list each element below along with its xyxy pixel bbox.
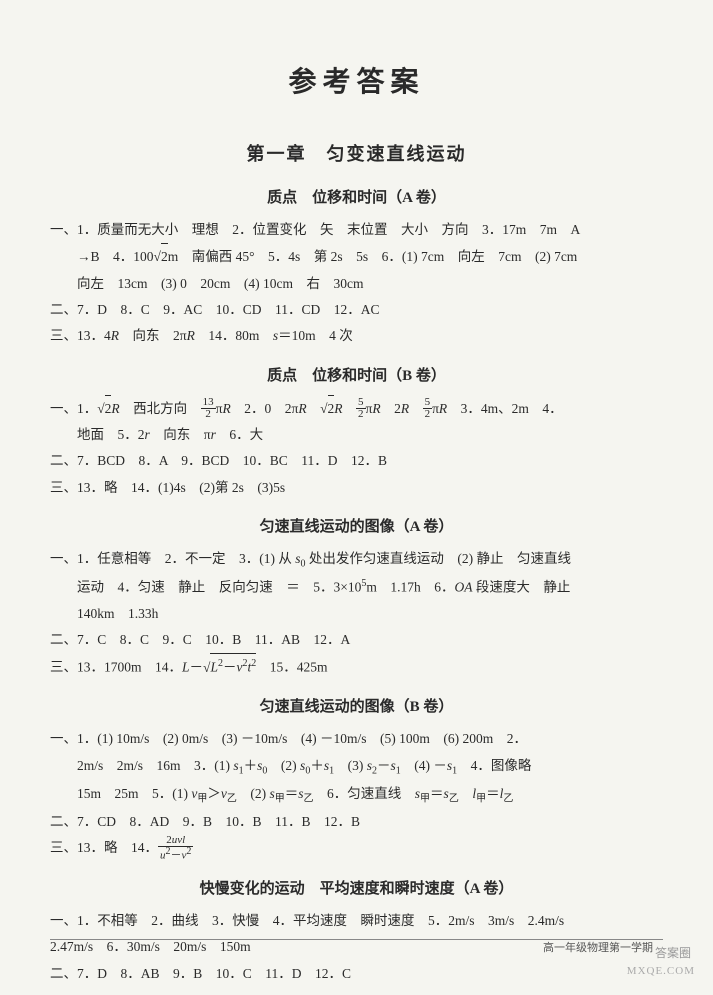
line: 一、1．质量而无大小 理想 2．位置变化 矢 末位置 大小 方向 3．17m 7… (50, 217, 663, 243)
line: 地面 5．2r 向东 πr 6．大 (50, 422, 663, 448)
section-title-4: 匀速直线运动的图像（B 卷） (50, 695, 663, 716)
line: 2m/s 2m/s 16m 3．(1) s1＋s0 (2) s0＋s1 (3) … (50, 753, 663, 781)
section-body-3: 一、1．任意相等 2．不一定 3．(1) 从 s0 处出发作匀速直线运动 (2)… (50, 546, 663, 681)
line: 二、7．C 8．C 9．C 10．B 11．AB 12．A (50, 627, 663, 653)
line: 140km 1.33h (50, 601, 663, 627)
line: 三、13．略 14．2uvlu2－v2 (50, 835, 663, 863)
line: 一、1．2R 西北方向 132πR 2．0 2πR 2R 52πR 2R 52π… (50, 395, 663, 422)
section-body-2: 一、1．2R 西北方向 132πR 2．0 2πR 2R 52πR 2R 52π… (50, 395, 663, 501)
line: 一、1．(1) 10m/s (2) 0m/s (3) －10m/s (4) －1… (50, 726, 663, 752)
line: 向左 13cm (3) 0 20cm (4) 10cm 右 30cm (50, 271, 663, 297)
section-title-1: 质点 位移和时间（A 卷） (50, 186, 663, 207)
section-body-4: 一、1．(1) 10m/s (2) 0m/s (3) －10m/s (4) －1… (50, 726, 663, 863)
line: 二、7．BCD 8．A 9．BCD 10．BC 11．D 12．B (50, 448, 663, 474)
page-title: 参考答案 (50, 60, 663, 100)
footer-text: 高一年级物理第一学期 (543, 939, 653, 955)
watermark-badge: 答案圈 (655, 944, 691, 961)
watermark-text: MXQE.COM (627, 965, 695, 977)
line: 三、13．略 14．(1)4s (2)第 2s (3)5s (50, 475, 663, 501)
line: 二、7．CD 8．AD 9．B 10．B 11．B 12．B (50, 809, 663, 835)
line: 一、1．不相等 2．曲线 3．快慢 4．平均速度 瞬时速度 5．2m/s 3m/… (50, 908, 663, 934)
section-title-2: 质点 位移和时间（B 卷） (50, 364, 663, 385)
line: 一、1．任意相等 2．不一定 3．(1) 从 s0 处出发作匀速直线运动 (2)… (50, 546, 663, 574)
line: 二、7．D 8．AB 9．B 10．C 11．D 12．C (50, 961, 663, 987)
line: 三、13．4R 向东 2πR 14．80m s＝10m 4 次 (50, 323, 663, 349)
section-title-5: 快慢变化的运动 平均速度和瞬时速度（A 卷） (50, 877, 663, 898)
section-body-1: 一、1．质量而无大小 理想 2．位置变化 矢 末位置 大小 方向 3．17m 7… (50, 217, 663, 350)
line: 运动 4．匀速 静止 反向匀速 ＝ 5．3×105m 1.17h 6．OA 段速… (50, 574, 663, 601)
line: 二、7．D 8．C 9．AC 10．CD 11．CD 12．AC (50, 297, 663, 323)
line: 15m 25m 5．(1) v甲＞v乙 (2) s甲＝s乙 6．匀速直线 s甲＝… (50, 781, 663, 809)
section-title-3: 匀速直线运动的图像（A 卷） (50, 515, 663, 536)
chapter-title: 第一章 匀变速直线运动 (50, 140, 663, 166)
line: →B 4．1002m 南偏西 45° 5．4s 第 2s 5s 6．(1) 7c… (50, 243, 663, 270)
line: 三、13．1700m 14．L－L2－v2t2 15．425m (50, 653, 663, 681)
